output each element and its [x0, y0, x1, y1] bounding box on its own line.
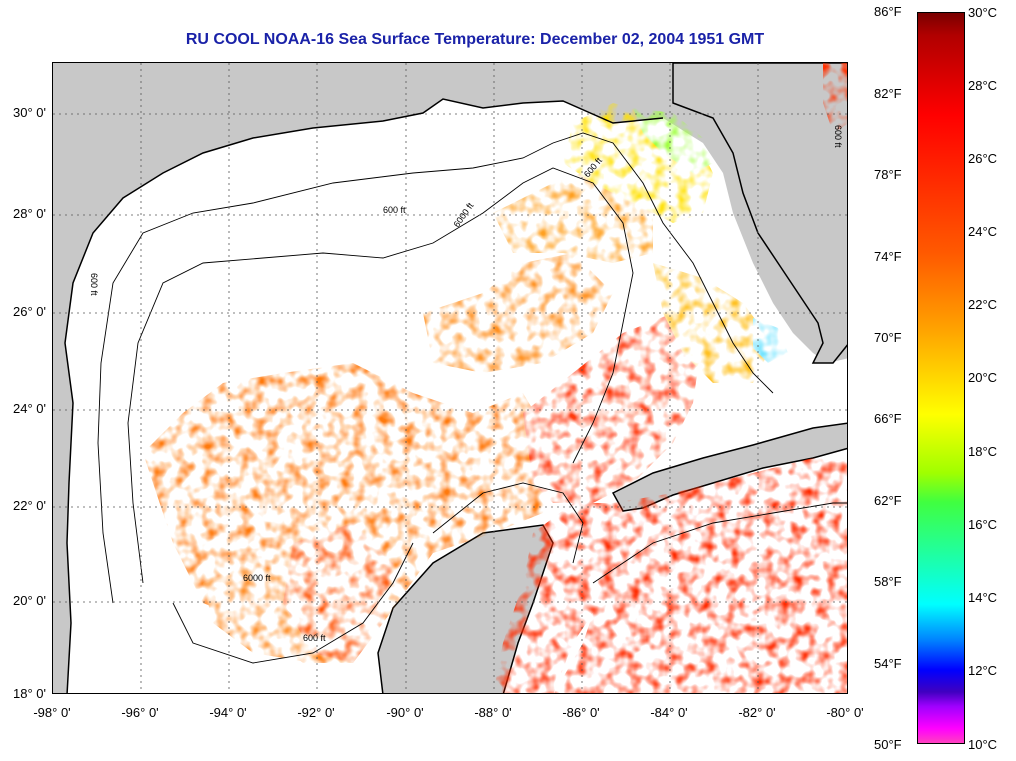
colorbar-f-78: 78°F	[874, 167, 902, 182]
sst-patch-southwest-florida	[653, 263, 773, 383]
lon-label-94: -94° 0'	[209, 705, 247, 720]
lon-label-86: -86° 0'	[562, 705, 600, 720]
colorbar-f-50: 50°F	[874, 737, 902, 752]
colorbar-f-82: 82°F	[874, 86, 902, 101]
contour-600ft	[97, 132, 774, 604]
colorbar-f-66: 66°F	[874, 411, 902, 426]
colorbar-f-54: 54°F	[874, 656, 902, 671]
florida-land	[672, 63, 847, 364]
lat-label-20: 20° 0'	[13, 593, 46, 608]
colorbar-c-26: 26°C	[968, 151, 998, 166]
lat-label-22: 22° 0'	[13, 498, 46, 513]
lat-label-26: 26° 0'	[13, 304, 46, 319]
sst-map[interactable]: 600 ft 6000 ft 600 ft 600 ft 6000 ft 600…	[52, 62, 848, 694]
colorbar-c-28: 28°C	[968, 78, 998, 93]
colorbar-f-74: 74°F	[874, 249, 902, 264]
lon-label-84: -84° 0'	[650, 705, 688, 720]
map-title: RU COOL NOAA-16 Sea Surface Temperature:…	[185, 31, 765, 48]
sst-map-svg: 600 ft 6000 ft 600 ft 600 ft 6000 ft 600…	[53, 63, 847, 693]
lon-label-80: -80° 0'	[826, 705, 864, 720]
contour-label-600ft-north: 600 ft	[383, 205, 406, 215]
sst-patch-central	[423, 253, 613, 373]
graticule	[53, 63, 847, 693]
sst-patch-atlantic	[823, 63, 847, 133]
sst-patch-loop-current	[523, 313, 703, 503]
sst-patch-florida-shelf-cool	[633, 108, 713, 173]
contour-label-600ft-campeche: 600 ft	[303, 633, 326, 643]
colorbar-c-30: 30°C	[968, 5, 998, 20]
colorbar-c-12: 12°C	[968, 663, 998, 678]
colorbar-f-58: 58°F	[874, 574, 902, 589]
contour-label-600ft-atlantic: 600 ft	[833, 125, 843, 148]
colorbar-c-10: 10°C	[968, 737, 998, 752]
lon-label-98: -98° 0'	[33, 705, 71, 720]
contour-6000ft	[127, 167, 634, 584]
colorbar-c-14: 14°C	[968, 590, 998, 605]
contour-caribbean	[592, 502, 847, 584]
coastline-north	[64, 98, 664, 693]
lat-label-24: 24° 0'	[13, 401, 46, 416]
colorbar-f-62: 62°F	[874, 493, 902, 508]
lat-label-30: 30° 0'	[13, 105, 46, 120]
lon-label-82: -82° 0'	[738, 705, 776, 720]
colorbar-c-20: 20°C	[968, 370, 998, 385]
colorbar-c-24: 24°C	[968, 224, 998, 239]
temperature-colorbar	[917, 12, 965, 744]
lon-label-90: -90° 0'	[386, 705, 424, 720]
lon-label-88: -88° 0'	[474, 705, 512, 720]
lon-label-96: -96° 0'	[121, 705, 159, 720]
lat-label-28: 28° 0'	[13, 206, 46, 221]
sst-patch-yucatan-channel	[493, 503, 633, 693]
sst-patch-florida-bay	[753, 318, 788, 363]
contour-label-6000ft-south: 6000 ft	[243, 573, 271, 583]
lon-label-92: -92° 0'	[297, 705, 335, 720]
contour-yucatan-shelf	[432, 482, 584, 564]
contour-label-600ft-west: 600 ft	[89, 273, 99, 296]
colorbar-c-22: 22°C	[968, 297, 998, 312]
colorbar-f-86: 86°F	[874, 4, 902, 19]
colorbar-c-18: 18°C	[968, 444, 998, 459]
colorbar-f-70: 70°F	[874, 330, 902, 345]
contour-campeche	[172, 542, 414, 664]
lat-label-18: 18° 0'	[13, 686, 46, 701]
sst-patch-campeche	[283, 523, 393, 663]
colorbar-c-16: 16°C	[968, 517, 998, 532]
